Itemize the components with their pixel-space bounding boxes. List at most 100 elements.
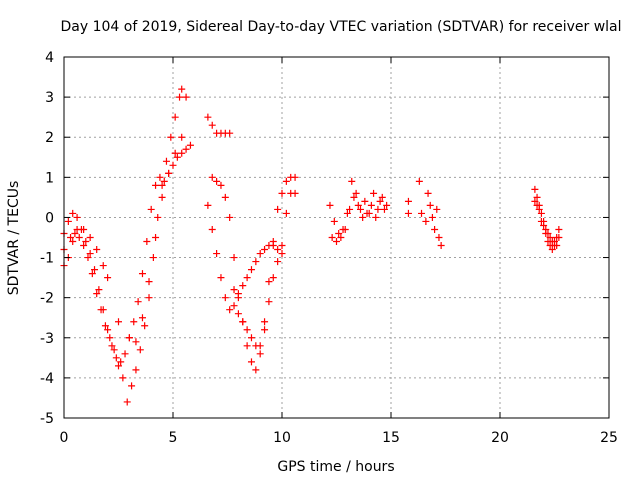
data-point [213, 250, 221, 258]
y-tick-label: -4 [40, 371, 54, 387]
data-point [256, 350, 264, 358]
data-point [173, 153, 181, 161]
data-point [372, 213, 380, 221]
x-tick-label: 0 [60, 430, 69, 446]
data-point [535, 205, 543, 213]
data-point [247, 334, 255, 342]
data-point [108, 342, 116, 350]
data-point [278, 189, 286, 197]
data-point [64, 217, 72, 225]
data-point [156, 173, 164, 181]
series-trace-D [204, 113, 299, 350]
data-point [282, 209, 290, 217]
data-point [123, 398, 131, 406]
series-trace-E [208, 173, 299, 374]
data-point [424, 189, 432, 197]
data-point [265, 298, 273, 306]
data-point [104, 274, 112, 282]
data-point [167, 133, 175, 141]
y-axis-ticks: -5 -4 -3 -2 -1 0 1 2 3 4 [40, 50, 609, 427]
data-point [178, 149, 186, 157]
data-point [132, 338, 140, 346]
data-point [328, 234, 336, 241]
data-point [69, 209, 77, 217]
data-point [145, 278, 153, 286]
data-point [291, 173, 299, 181]
data-point [208, 225, 216, 233]
data-point [352, 189, 360, 197]
data-point [84, 254, 92, 262]
data-point [230, 286, 238, 294]
data-point [383, 201, 391, 209]
data-point [433, 205, 441, 213]
data-point [326, 201, 334, 209]
data-point [265, 278, 273, 286]
data-point [247, 266, 255, 274]
data-point [380, 205, 388, 213]
data-point [226, 129, 234, 137]
y-tick-label: 4 [45, 50, 54, 66]
data-point [533, 193, 541, 201]
data-point [88, 270, 96, 278]
data-point [346, 205, 354, 213]
data-point [171, 149, 179, 157]
data-point [361, 197, 369, 205]
data-point [138, 314, 146, 322]
data-point [415, 177, 423, 185]
data-point [115, 318, 122, 326]
data-point [269, 274, 277, 282]
data-point [86, 234, 94, 241]
data-point [333, 238, 340, 246]
x-tick-label: 15 [382, 430, 400, 446]
data-point [71, 229, 79, 237]
data-point [138, 270, 146, 278]
data-point [234, 290, 242, 298]
data-point [376, 197, 384, 205]
x-tick-label: 5 [169, 430, 178, 446]
data-point [555, 225, 563, 233]
data-point [537, 217, 545, 225]
data-point [141, 322, 149, 330]
data-point [178, 133, 186, 141]
data-point [261, 326, 269, 334]
data-point [540, 221, 548, 229]
data-point [544, 238, 552, 246]
data-point [158, 181, 166, 189]
data-point [546, 234, 554, 241]
data-point [119, 374, 127, 382]
data-point [104, 326, 112, 334]
data-point [363, 209, 371, 217]
data-point [93, 290, 101, 298]
data-point [106, 334, 114, 342]
data-point [125, 334, 133, 342]
data-point [418, 209, 426, 217]
y-tick-label: 2 [45, 130, 54, 146]
data-point [154, 213, 162, 221]
y-tick-label: -5 [40, 411, 54, 427]
data-point [252, 366, 260, 374]
data-point [162, 157, 170, 165]
data-point [367, 201, 375, 209]
data-point [356, 205, 364, 213]
data-point [404, 209, 412, 217]
data-point [256, 250, 264, 258]
data-point [213, 177, 221, 185]
data-point [208, 121, 216, 129]
series-trace-K [531, 197, 563, 254]
data-point [152, 234, 160, 241]
data-point [230, 302, 238, 310]
data-point [274, 205, 282, 213]
data-point [182, 93, 190, 101]
data-point [178, 85, 186, 93]
data-points [60, 85, 563, 406]
data-point [239, 318, 247, 326]
data-point [343, 209, 351, 217]
y-tick-label: -1 [40, 251, 54, 267]
data-point [101, 322, 109, 330]
data-point [422, 217, 430, 225]
data-point [252, 258, 260, 266]
chart-title: Day 104 of 2019, Sidereal Day-to-day VTE… [60, 19, 621, 35]
data-point [217, 181, 225, 189]
data-point [531, 197, 539, 205]
